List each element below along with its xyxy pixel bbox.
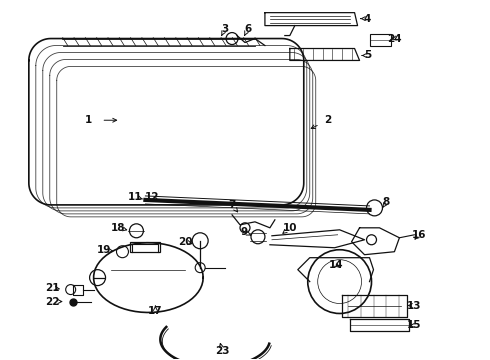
- Text: 10: 10: [283, 223, 297, 233]
- Text: 8: 8: [383, 197, 390, 207]
- Text: 19: 19: [97, 245, 111, 255]
- Text: 2: 2: [324, 115, 331, 125]
- Text: 6: 6: [245, 24, 251, 33]
- Text: 22: 22: [46, 297, 60, 306]
- Text: 24: 24: [387, 33, 402, 44]
- Text: 18: 18: [111, 223, 126, 233]
- Bar: [130, 242, 160, 252]
- Bar: [369, 33, 392, 45]
- Text: 4: 4: [364, 14, 371, 24]
- Text: 20: 20: [178, 237, 193, 247]
- Text: 11: 11: [128, 192, 143, 202]
- Text: 1: 1: [85, 115, 92, 125]
- Text: 3: 3: [221, 24, 229, 33]
- Text: 14: 14: [328, 260, 343, 270]
- Text: 16: 16: [412, 230, 427, 240]
- Text: 15: 15: [407, 320, 421, 330]
- Text: 12: 12: [145, 192, 160, 202]
- Text: 17: 17: [148, 306, 163, 316]
- Text: 21: 21: [46, 283, 60, 293]
- Text: 5: 5: [364, 50, 371, 60]
- Text: 23: 23: [215, 346, 229, 356]
- Text: 13: 13: [407, 301, 421, 311]
- Text: 7: 7: [228, 200, 236, 210]
- Text: 9: 9: [241, 227, 247, 237]
